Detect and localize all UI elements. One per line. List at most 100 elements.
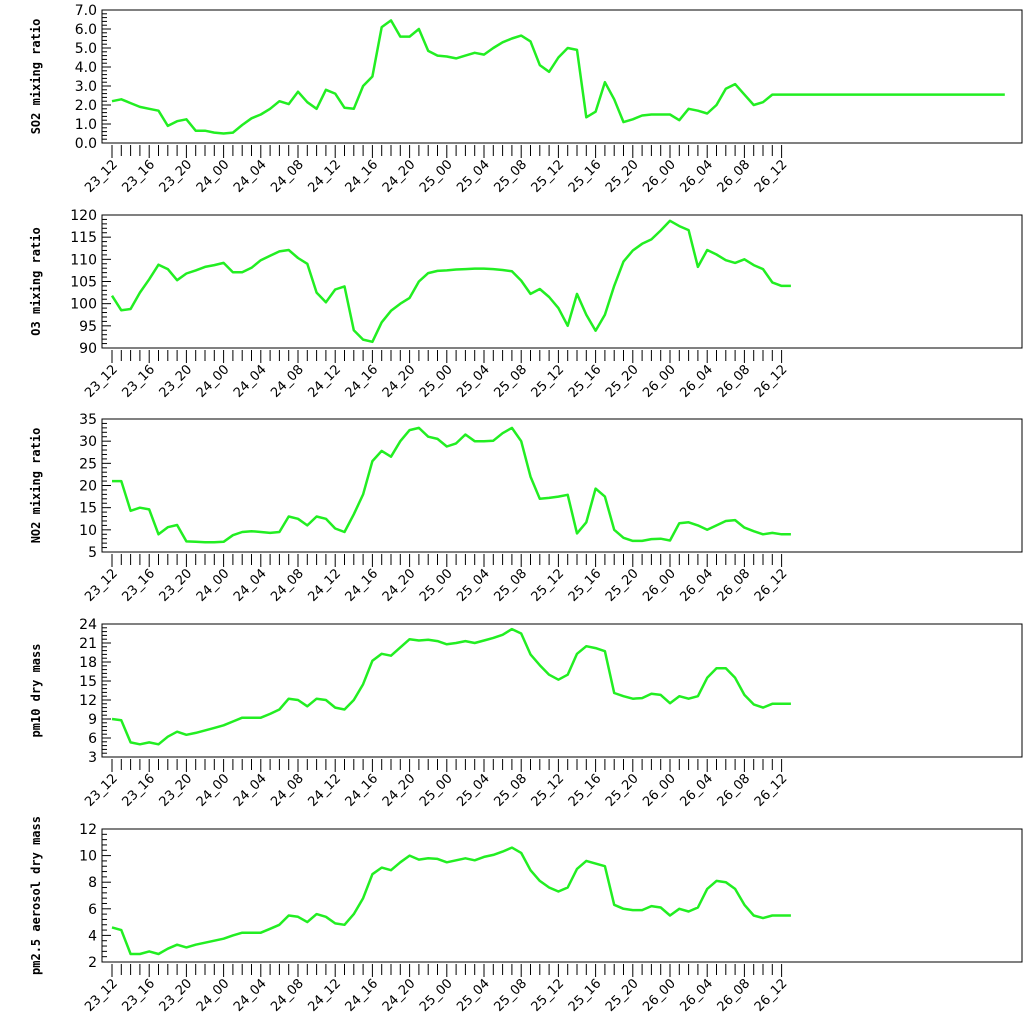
x-tick-label: 25_08 [491, 362, 530, 401]
x-tick-label: 23_20 [157, 771, 196, 810]
y-tick-label: 2.0 [75, 98, 97, 114]
x-tick-label: 23_20 [157, 566, 196, 605]
y-tick-label: 8 [88, 875, 97, 891]
x-tick-label: 25_12 [529, 157, 568, 196]
x-tick-label: 26_04 [677, 566, 716, 605]
x-tick-label: 24_08 [268, 976, 307, 1015]
x-tick-label: 25_04 [454, 157, 493, 196]
y-tick-label: 4.0 [75, 60, 97, 76]
y-axis-label: pm10 dry mass [29, 644, 43, 738]
x-tick-label: 25_08 [491, 157, 530, 196]
x-tick-label: 26_12 [752, 157, 791, 196]
x-tick-label: 25_00 [417, 771, 456, 810]
x-tick-label: 25_08 [491, 771, 530, 810]
x-tick-label: 24_04 [231, 976, 270, 1015]
x-tick-label: 25_16 [566, 566, 605, 605]
x-tick-label: 25_08 [491, 976, 530, 1015]
y-tick-label: 15 [79, 674, 97, 690]
x-tick-label: 25_12 [529, 771, 568, 810]
x-tick-label: 25_20 [603, 362, 642, 401]
y-tick-label: 35 [79, 412, 97, 428]
x-tick-label: 25_16 [566, 362, 605, 401]
x-tick-label: 26_00 [640, 976, 679, 1015]
y-tick-label: 6 [88, 902, 97, 918]
y-tick-label: 110 [70, 252, 97, 268]
plot-frame [101, 214, 1023, 349]
x-tick-label: 24_16 [343, 157, 382, 196]
x-tick-label: 24_08 [268, 157, 307, 196]
x-tick-label: 24_16 [343, 362, 382, 401]
series-line [112, 426, 791, 544]
x-tick-label: 25_12 [529, 566, 568, 605]
x-tick-label: 25_04 [454, 362, 493, 401]
y-tick-label: 3 [88, 750, 97, 766]
x-tick-label: 24_00 [194, 771, 233, 810]
y-tick-label: 115 [70, 230, 97, 246]
x-tick-label: 24_04 [231, 362, 270, 401]
chart-panel-3: 3 6 9 12 15 18 21 24 pm10 dry mass 23_1223_1623_2… [29, 617, 1023, 810]
x-tick-label: 26_00 [640, 362, 679, 401]
x-tick-label: 24_20 [380, 771, 419, 810]
y-tick-label: 1.0 [75, 117, 97, 133]
y-tick-label: 12 [79, 693, 97, 709]
x-tick-label: 25_08 [491, 566, 530, 605]
y-tick-label: 4 [88, 928, 97, 944]
y-axis-label: O3 mixing ratio [29, 227, 43, 335]
y-tick-label: 18 [79, 655, 97, 671]
x-tick-label: 23_16 [119, 157, 158, 196]
y-tick-label: 3.0 [75, 79, 97, 95]
x-tick-label: 24_12 [305, 771, 344, 810]
x-tick-label: 25_04 [454, 566, 493, 605]
x-tick-label: 24_04 [231, 157, 270, 196]
x-tick-label: 26_04 [677, 771, 716, 810]
y-tick-label: 15 [79, 501, 97, 517]
y-tick-label: 12 [79, 822, 97, 838]
y-tick-label: 6 [88, 731, 97, 747]
y-tick-label: 30 [79, 434, 97, 450]
x-tick-label: 25_00 [417, 976, 456, 1015]
x-tick-label: 24_16 [343, 566, 382, 605]
x-tick-label: 24_20 [380, 976, 419, 1015]
series-line [110, 219, 791, 344]
x-tick-label: 23_20 [157, 362, 196, 401]
x-tick-label: 26_00 [640, 771, 679, 810]
x-tick-label: 24_00 [194, 157, 233, 196]
x-tick-label: 24_20 [380, 566, 419, 605]
y-tick-label: 2 [88, 955, 97, 971]
x-tick-label: 26_12 [752, 566, 791, 605]
x-tick-label: 24_04 [231, 566, 270, 605]
x-tick-label: 25_00 [417, 362, 456, 401]
x-tick-label: 23_16 [119, 976, 158, 1015]
y-tick-label: 0.0 [75, 136, 97, 152]
y-tick-label: 9 [88, 712, 97, 728]
x-tick-label: 24_08 [268, 362, 307, 401]
x-tick-label: 24_12 [305, 566, 344, 605]
x-tick-label: 23_20 [157, 157, 196, 196]
y-tick-label: 120 [70, 208, 97, 224]
x-tick-label: 26_04 [677, 157, 716, 196]
series-line [111, 19, 1005, 135]
y-tick-label: 100 [70, 297, 97, 313]
x-tick-label: 25_00 [417, 157, 456, 196]
y-tick-label: 95 [79, 319, 97, 335]
y-axis-label: NO2 mixing ratio [29, 428, 43, 544]
x-tick-label: 24_04 [231, 771, 270, 810]
x-tick-label: 24_20 [380, 362, 419, 401]
plot-frame [101, 9, 1023, 144]
x-tick-label: 24_08 [268, 566, 307, 605]
x-tick-label: 26_04 [677, 362, 716, 401]
x-tick-label: 26_00 [640, 157, 679, 196]
x-tick-label: 26_12 [752, 976, 791, 1015]
x-tick-label: 24_16 [343, 976, 382, 1015]
y-tick-label: 105 [70, 275, 97, 291]
y-tick-label: 24 [79, 617, 97, 633]
x-tick-label: 26_04 [677, 976, 716, 1015]
x-tick-label: 26_08 [715, 157, 754, 196]
x-tick-label: 24_00 [194, 362, 233, 401]
y-axis-label: pm2.5 aerosol dry mass [29, 816, 43, 975]
x-tick-label: 24_12 [305, 976, 344, 1015]
y-tick-label: 10 [79, 523, 97, 539]
